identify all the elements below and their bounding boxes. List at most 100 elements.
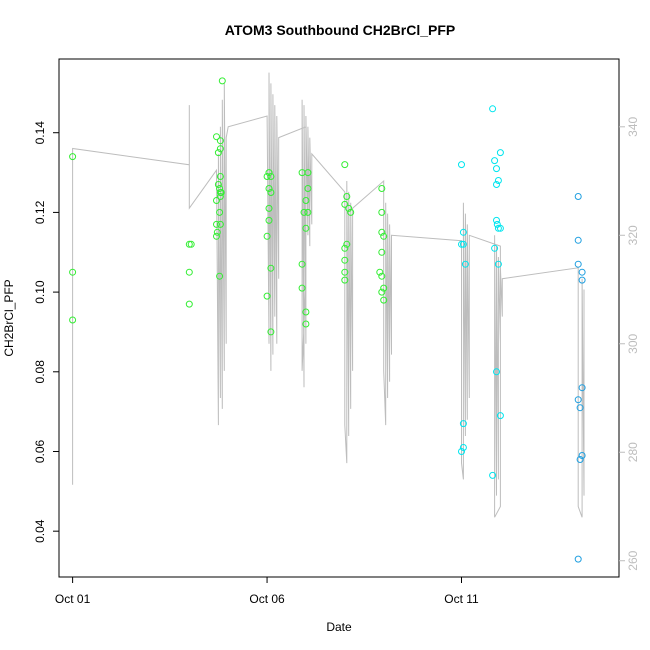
y2-tick-label: 340 <box>626 116 640 136</box>
y2-tick-label: 320 <box>626 225 640 245</box>
data-point <box>267 173 275 180</box>
data-point <box>298 260 306 268</box>
data-point <box>459 444 467 451</box>
data-point <box>459 420 467 428</box>
y2-tick-label: 260 <box>626 550 640 570</box>
y2-tick-label: 300 <box>626 333 640 353</box>
data-point <box>459 240 467 248</box>
data-point <box>69 268 77 276</box>
y-tick-label: 0.04 <box>33 519 47 543</box>
data-point <box>265 216 273 224</box>
data-point <box>216 145 224 153</box>
y-tick-label: 0.12 <box>33 200 47 224</box>
data-point <box>494 177 502 184</box>
x-tick-label: Oct 01 <box>55 592 91 606</box>
data-point <box>216 220 224 228</box>
data-point <box>304 208 312 216</box>
data-point <box>574 260 582 268</box>
data-point <box>341 268 349 276</box>
data-point <box>493 216 500 224</box>
data-point <box>378 185 386 192</box>
data-point <box>493 181 500 188</box>
data-point <box>496 224 504 232</box>
data-point <box>576 456 584 463</box>
data-point <box>461 260 469 268</box>
data-point <box>378 208 386 216</box>
data-point <box>343 193 351 200</box>
data-point <box>380 296 388 304</box>
data-point <box>380 232 388 240</box>
data-point <box>341 276 349 284</box>
data-point <box>345 204 353 212</box>
data-point <box>185 268 193 276</box>
data-point <box>341 256 349 264</box>
data-point <box>378 288 386 296</box>
data-point <box>263 232 271 240</box>
data-point <box>574 555 582 563</box>
data-point <box>496 412 504 420</box>
data-point <box>576 404 584 412</box>
y-axis-label: CH2BrCl_PFP <box>2 279 16 356</box>
data-point <box>302 224 310 232</box>
data-point <box>378 272 386 280</box>
data-point <box>213 228 221 236</box>
y-axis-left: 0.04 0.06 0.08 0.10 0.12 0.14 <box>33 121 59 543</box>
y-tick-label: 0.06 <box>33 439 47 463</box>
data-point <box>458 161 465 169</box>
data-point <box>213 133 220 141</box>
data-point <box>213 232 220 240</box>
y-axis-right: 260 280 300 320 340 <box>619 116 640 571</box>
x-tick-label: Oct 06 <box>249 592 285 606</box>
data-point <box>298 284 306 292</box>
data-point <box>216 208 224 216</box>
data-point <box>267 264 275 272</box>
data-point <box>378 248 386 256</box>
y-tick-label: 0.14 <box>33 121 47 145</box>
chart-title: ATOM3 Southbound CH2BrCl_PFP <box>225 22 455 38</box>
data-point <box>489 471 497 479</box>
data-point <box>376 268 384 276</box>
data-point <box>341 161 349 169</box>
data-point <box>578 452 586 459</box>
data-point <box>267 189 275 196</box>
data-point <box>218 77 226 85</box>
y2-tick-label: 280 <box>626 442 640 462</box>
data-point <box>216 137 224 145</box>
data-point <box>69 316 77 324</box>
data-point <box>493 368 500 376</box>
data-point <box>347 208 355 216</box>
data-point <box>578 384 586 392</box>
data-point <box>185 240 193 248</box>
data-point <box>265 204 273 212</box>
data-point <box>578 268 586 276</box>
x-tick-label: Oct 11 <box>444 592 479 606</box>
data-point <box>267 328 275 336</box>
data-point <box>216 272 224 280</box>
data-point <box>578 276 586 284</box>
data-point <box>493 165 500 173</box>
data-point <box>491 157 499 165</box>
y-tick-label: 0.10 <box>33 280 47 304</box>
data-point <box>496 149 504 157</box>
data-point <box>265 185 273 192</box>
data-point <box>69 153 77 161</box>
y-tick-label: 0.08 <box>33 360 47 384</box>
data-point <box>302 197 310 204</box>
secondary-series-line-layer <box>72 72 585 518</box>
data-point <box>300 208 308 216</box>
data-point <box>380 284 388 292</box>
data-point <box>187 240 195 248</box>
data-point <box>491 244 499 252</box>
data-point <box>302 320 310 328</box>
data-point <box>302 308 310 316</box>
data-point <box>213 197 220 204</box>
data-point <box>213 220 220 228</box>
data-point <box>263 292 271 300</box>
x-axis: Oct 01 Oct 06 Oct 11 <box>55 577 479 606</box>
data-point <box>304 185 312 192</box>
data-point <box>494 260 502 268</box>
data-point <box>341 200 349 208</box>
data-point <box>216 185 224 192</box>
data-point <box>574 193 582 200</box>
